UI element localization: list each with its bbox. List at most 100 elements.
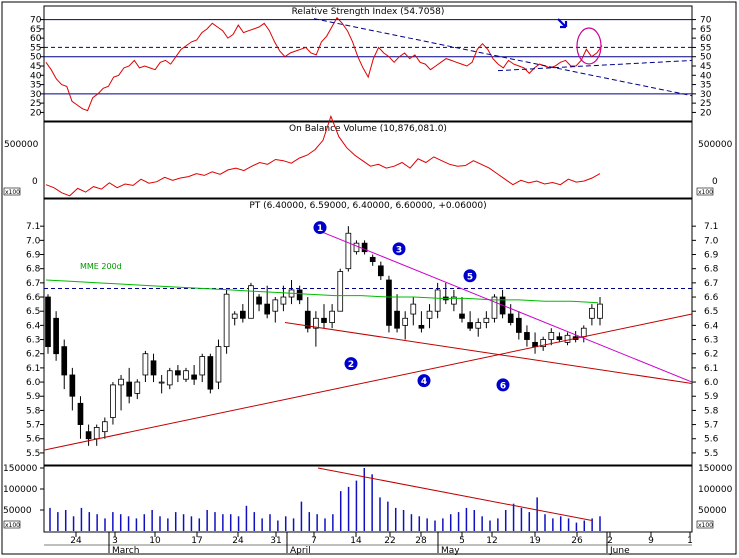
rsi-tick-right: 70 (700, 16, 712, 26)
ma200-line (45, 279, 599, 304)
price-tick-right: 6.1 (704, 364, 718, 374)
candle-body (369, 256, 376, 263)
candle-body (329, 310, 335, 323)
candle-body (589, 307, 595, 319)
price-tick-right: 5.7 (704, 421, 718, 431)
rsi-tick-right: 60 (700, 34, 712, 44)
candle-body (53, 317, 59, 355)
candle-body (540, 339, 547, 348)
price-tick-right: 6.3 (704, 336, 718, 346)
price-tick-right: 6.4 (704, 321, 719, 331)
price-tick-right: 5.8 (704, 406, 719, 416)
rsi-tick-left: 35 (30, 81, 41, 91)
price-tick-left: 5.9 (26, 392, 41, 402)
candle-body (426, 310, 433, 319)
marker-3-label: 3 (396, 245, 402, 255)
marker-1-label: 1 (317, 224, 323, 234)
rsi-tick-left: 70 (30, 16, 42, 26)
rsi-breakout-highlight (557, 18, 602, 65)
rsi-support-trendline (497, 59, 693, 72)
x-tick-label: 24 (70, 536, 82, 546)
support-downtrend-line (284, 322, 693, 384)
volume-tick-left: 150000 (3, 464, 38, 474)
month-label-march: March (112, 546, 139, 556)
scale-boxes: x100 x100 x100 x100 (3, 187, 714, 529)
volume-tick-left: 100000 (3, 485, 38, 495)
candle-body (126, 381, 133, 397)
candle-body (215, 346, 222, 383)
x-tick-label: 9 (648, 536, 654, 546)
obv-title: On Balance Volume (10,876,081.0) (289, 124, 447, 134)
candle-body (248, 285, 254, 319)
candle-body (345, 232, 352, 270)
x-tick-label: 7 (311, 536, 317, 546)
x-tick-label: 10 (149, 536, 161, 546)
candle-body (207, 356, 214, 390)
price-tick-right: 7.1 (704, 222, 718, 232)
candle-body (386, 279, 392, 326)
marker-5-label: 5 (467, 272, 473, 282)
volume-tick-right: 150000 (698, 464, 733, 474)
marker-4-circle (417, 374, 431, 388)
candle-body (580, 327, 587, 338)
rsi-tick-left: 30 (30, 90, 42, 100)
candle-body (459, 313, 465, 319)
obv-tick-zero-right: 0 (712, 177, 718, 187)
candle-body (491, 296, 498, 319)
marker-2-circle (344, 357, 358, 371)
rsi-tick-left: 60 (30, 34, 42, 44)
x-tick-label: 26 (571, 536, 583, 546)
candle-body (223, 293, 230, 348)
rsi-tick-right: 65 (700, 25, 711, 35)
price-tick-left: 7.0 (26, 236, 41, 246)
candle-body (272, 299, 279, 312)
price-tick-left: 5.8 (26, 406, 41, 416)
month-label-april: April (290, 546, 311, 556)
rsi-tick-right: 20 (700, 108, 712, 118)
rsi-tick-left: 25 (30, 99, 41, 109)
candle-body (532, 341, 538, 348)
candle-body (85, 431, 92, 440)
rsi-tick-left: 45 (30, 62, 41, 72)
obv-tick-zero-left: 0 (32, 177, 38, 187)
candle-body (597, 303, 603, 319)
price-tick-left: 6.3 (26, 336, 40, 346)
month-label-may: May (441, 546, 460, 556)
price-tick-left: 6.6 (26, 293, 41, 303)
price-tick-left: 6.9 (26, 251, 41, 261)
price-tick-right: 6.2 (704, 350, 718, 360)
candle-body (77, 402, 84, 425)
candle-body (280, 296, 287, 305)
rsi-tick-left: 65 (30, 25, 41, 35)
x-tick-label: 17 (191, 536, 202, 546)
price-tick-right: 5.6 (704, 435, 719, 445)
candle-body (556, 336, 563, 340)
x-tick-label: 24 (232, 536, 244, 546)
arrow-icon (557, 18, 568, 29)
rsi-tick-left: 20 (30, 108, 42, 118)
obv-panel: On Balance Volume (10,876,081.0) 500000 … (4, 121, 733, 199)
candle-body (142, 353, 149, 376)
resistance-downtrend-line (317, 229, 693, 383)
x-tick-label: 14 (350, 536, 362, 546)
candle-body (483, 317, 490, 323)
x-tick-label: 3 (112, 536, 118, 546)
x-tick-label: 1 (687, 536, 693, 546)
price-annotations: MME 200d (80, 262, 122, 271)
svg-text:x100: x100 (698, 189, 713, 196)
rsi-title: Relative Strength Index (54.7058) (292, 7, 445, 17)
candle-body (61, 346, 68, 376)
candle-body (166, 370, 173, 386)
candle-body (524, 332, 530, 340)
candle-body (183, 370, 189, 380)
rsi-tick-right: 35 (700, 81, 711, 91)
rsi-tick-right: 55 (700, 43, 711, 53)
candle-body (118, 378, 124, 386)
marker-5-circle (463, 269, 477, 283)
candle-body (110, 384, 116, 418)
candle-body (199, 356, 206, 376)
candle-body (353, 242, 360, 253)
candle-body (69, 374, 76, 397)
marker-2-label: 2 (348, 360, 354, 370)
